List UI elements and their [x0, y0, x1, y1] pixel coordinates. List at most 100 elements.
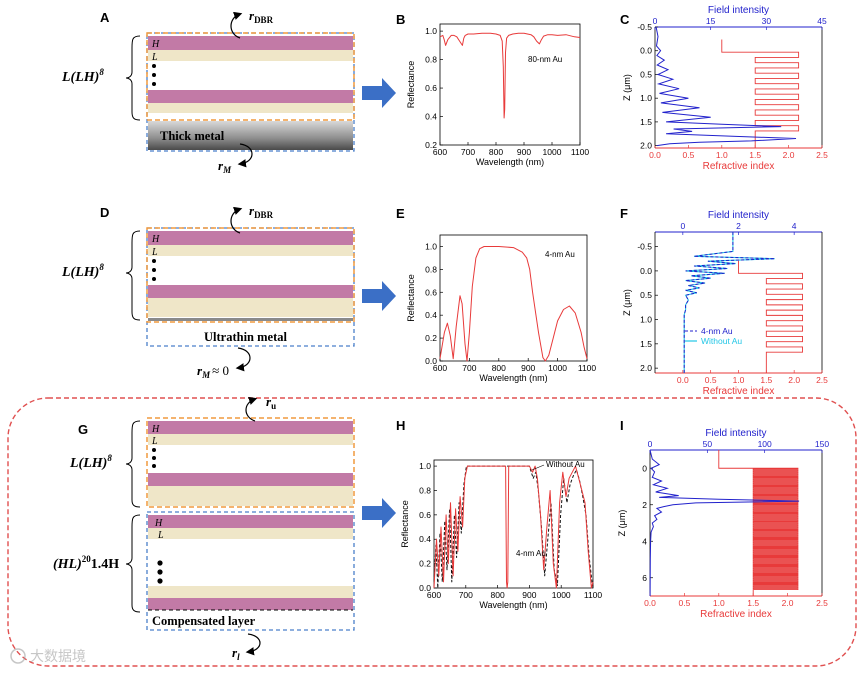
chart-h-reflectance: 600 700 800 900 1000 1100 0.0 0.2 0.4 0.6 0.8 1.0 Wa… [400, 459, 602, 610]
y-tick-label: 0.0 [640, 46, 652, 56]
layer-l-label-a: L [151, 52, 158, 63]
formula-a: L(LH)8 [61, 67, 104, 85]
ellipsis-dots-g1 [152, 448, 156, 468]
bottom-tick-label: 2.0 [782, 598, 794, 608]
layer-l-label-g: L [151, 436, 158, 447]
upper-dbr-outline-g [146, 417, 355, 508]
panel-label-a: A [100, 10, 110, 25]
y-tick-label: 0.8 [425, 55, 437, 65]
bottom-tick-label: 2.5 [816, 375, 828, 385]
field-intensity-line [649, 449, 800, 597]
legend-label-4nm-au: 4-nm Au [701, 326, 733, 336]
y-axis-label: Z (μm) [622, 289, 632, 316]
y-tick-label: 1.0 [425, 241, 437, 251]
y-tick-label: -0.5 [637, 242, 652, 252]
top-tick-label: 30 [762, 16, 772, 26]
arrow-d-to-e [362, 281, 396, 311]
h-layer-d2 [148, 285, 353, 298]
annotation: 80-nm Au [528, 55, 562, 64]
top-tick-label: 100 [758, 439, 772, 449]
top-tick-label: 2 [736, 221, 741, 231]
l-layer-d2 [148, 298, 353, 317]
top-tick-label: 50 [703, 439, 713, 449]
series-line [439, 246, 588, 362]
brace-d [125, 230, 141, 321]
field-intensity-line [655, 26, 797, 147]
layer-h-label-d: H [151, 234, 160, 245]
l-layer-g4 [148, 586, 353, 598]
y-tick-label: 1.0 [640, 315, 652, 325]
x-axis-label: Wavelength (nm) [476, 157, 544, 167]
x-tick-label: 800 [491, 590, 505, 600]
top-tick-label: 45 [817, 16, 827, 26]
refractive-index-profile [718, 449, 799, 596]
x-tick-label: 900 [522, 590, 536, 600]
panel-d: D H L Ultrathin metal L(LH)8 rDBR rM ≈ 0 [61, 203, 355, 380]
x-tick-label: 600 [427, 590, 441, 600]
chart-f-field-profile: 0 2 4 0.0 0.5 1.0 1.5 2.0 2.5 -0.5 0.0 0.5 1.0 1.5 2.0… [622, 210, 828, 397]
y-tick-label: 0.5 [640, 290, 652, 300]
ellipsis-dots-a [152, 64, 156, 86]
h-layer-a2 [148, 90, 353, 103]
l-layer-a2 [148, 103, 353, 113]
bottom-tick-label: 0.0 [677, 375, 689, 385]
bottom-axis-label: Refractive index [703, 161, 775, 172]
x-tick-label: 600 [433, 363, 447, 373]
y-tick-label: 0.2 [425, 140, 437, 150]
annotation-4nm-au: 4-nm Au [516, 549, 546, 558]
bottom-axis-label: Refractive index [703, 386, 775, 397]
y-tick-label: 0.2 [425, 333, 437, 343]
arrow-g-to-h [362, 498, 396, 528]
top-axis-label: Field intensity [708, 5, 769, 16]
series-line [439, 32, 581, 119]
bottom-tick-label: 0.0 [649, 150, 661, 160]
chart-i-field-profile: 0 50 100 150 0.0 0.5 1.0 1.5 2.0 2.5 0 2 4 6 Field int… [617, 428, 829, 620]
reflection-arrow-bottom-g [245, 633, 261, 656]
h-layer-g4 [148, 598, 353, 610]
legend-label-without-au: Without Au [701, 336, 742, 346]
layer-l-label-d: L [151, 247, 158, 258]
plot-frame [433, 459, 594, 589]
y-tick-label: 0 [642, 463, 647, 473]
y-tick-label: 0.5 [640, 69, 652, 79]
panel-label-f: F [620, 206, 628, 221]
r-dbr-label-d: rDBR [249, 203, 274, 220]
bottom-tick-label: 1.0 [716, 150, 728, 160]
panel-label-i: I [620, 418, 624, 433]
l-layer-a1 [148, 50, 353, 61]
thick-metal-layer [148, 121, 353, 150]
layer-h2-label-g: H [154, 518, 163, 529]
r-m-label-d: rM ≈ 0 [197, 363, 229, 380]
chart-b-reflectance: 600 700 800 900 1000 1100 0.2 0.4 0.6 0.8 1.0 Wavel… [406, 23, 590, 167]
panel-a: A H L Thick metal L(LH)8 rDBR rM [61, 8, 355, 175]
top-tick-label: 4 [792, 221, 797, 231]
y-tick-label: 2 [642, 500, 647, 510]
metal-label-a: Thick metal [160, 129, 225, 143]
y-tick-label: 1.5 [640, 339, 652, 349]
y-tick-label: 0.6 [425, 287, 437, 297]
chart-c-field-profile: 0 15 30 45 0.0 0.5 1.0 1.5 2.0 2.5 -0.5 0.0 0.5 1.0 1.… [622, 5, 828, 172]
y-tick-label: 0.8 [419, 485, 431, 495]
h-layer-g2 [148, 473, 353, 486]
y-tick-label: 0.0 [425, 356, 437, 366]
y-tick-label: 0.0 [640, 266, 652, 276]
metal-label-d: Ultrathin metal [204, 330, 287, 344]
x-tick-label: 1100 [571, 147, 590, 157]
r-m-label-a: rM [218, 158, 232, 175]
y-tick-label: 0.4 [419, 534, 431, 544]
top-tick-label: 0 [648, 439, 653, 449]
highlight-frame [7, 397, 857, 667]
brace-a [125, 35, 141, 121]
y-tick-label: -0.5 [637, 22, 652, 32]
y-tick-label: 0.6 [425, 83, 437, 93]
layer-h-label-a: H [151, 39, 160, 50]
formula-d: L(LH)8 [61, 262, 104, 280]
y-tick-label: 1.0 [419, 461, 431, 471]
field-line-4nm-au [683, 232, 775, 373]
series-line-without-au [433, 465, 594, 589]
y-tick-label: 6 [642, 573, 647, 583]
l-layer-g2 [148, 486, 353, 506]
formula-g: L(LH)8 [69, 453, 112, 471]
compensated-label: Compensated layer [152, 614, 256, 628]
x-tick-label: 800 [492, 363, 506, 373]
